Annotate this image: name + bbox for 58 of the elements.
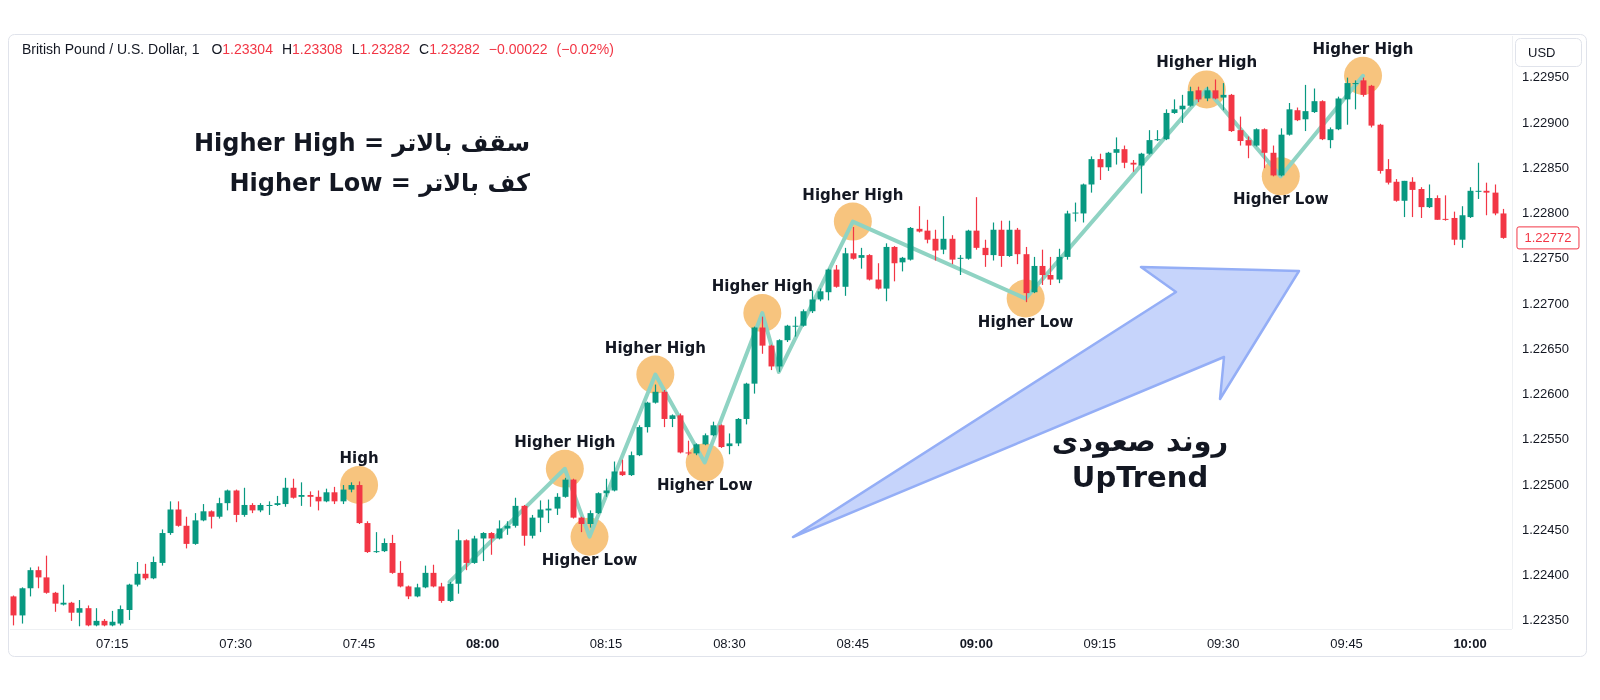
y-tick-label: 1.22450	[1522, 521, 1569, 537]
candlestick	[537, 499, 544, 533]
annotation: Higher Low	[541, 550, 638, 569]
annotation: سقف بالاتر = Higher High	[193, 129, 530, 157]
candlestick	[1220, 82, 1227, 111]
y-tick-label: 1.22900	[1522, 114, 1569, 130]
candlestick	[726, 432, 733, 455]
x-tick-label: 08:00	[465, 635, 500, 651]
candlestick	[858, 247, 865, 270]
x-tick-label: 08:45	[836, 635, 870, 651]
annotation: Higher Low	[656, 476, 753, 495]
y-axis-title: USD	[1528, 45, 1556, 60]
y-tick-label: 1.22700	[1522, 295, 1569, 311]
annotation: Higher High	[514, 432, 616, 451]
y-tick-label: 1.22950	[1522, 69, 1569, 85]
annotation: Higher High	[711, 277, 813, 296]
y-tick-label: 1.22550	[1522, 431, 1569, 447]
candlestick	[1113, 136, 1120, 166]
annotation: High	[339, 449, 379, 468]
y-tick-label: 1.22600	[1522, 386, 1569, 402]
y-tick-label: 1.22750	[1522, 250, 1569, 266]
x-tick-label: 07:45	[342, 635, 376, 651]
annotation: Higher High	[1156, 53, 1258, 72]
x-tick-label: 08:30	[713, 635, 746, 651]
annotation: Higher Low	[977, 312, 1074, 331]
candlestick	[298, 481, 305, 507]
candlestick	[76, 599, 83, 627]
candlestick	[916, 205, 923, 234]
annotation: 1.22772	[1524, 230, 1572, 246]
annotation: Higher Low	[1232, 190, 1329, 209]
candlestick	[1047, 256, 1054, 286]
candlestick	[1483, 182, 1490, 216]
chart-title: British Pound / U.S. Dollar, 1	[22, 41, 200, 57]
x-tick-label: 09:45	[1330, 635, 1363, 651]
y-tick-label: 1.22850	[1522, 159, 1569, 175]
y-tick-label: 1.22650	[1522, 340, 1569, 356]
y-tick-label: 1.22400	[1522, 567, 1569, 583]
text: O1.23304 H1.23308 L1.23282 C1.23282 −0.00022 (−0.02%)	[211, 41, 614, 57]
x-tick-label: 09:15	[1083, 635, 1116, 651]
candlestick	[1245, 135, 1252, 159]
candlestick	[850, 226, 857, 261]
annotation: UpTrend	[1071, 460, 1209, 494]
y-tick-label: 1.22500	[1522, 476, 1569, 492]
x-tick-label: 09:30	[1206, 635, 1240, 651]
candlestick	[208, 509, 215, 530]
annotation: روند صعودی	[1051, 424, 1229, 458]
x-tick-label: 09:00	[959, 635, 993, 651]
candlestick	[603, 478, 610, 498]
annotation: Higher High	[604, 338, 706, 357]
y-tick-label: 1.22800	[1522, 205, 1569, 221]
y-tick-label: 1.22350	[1522, 612, 1569, 628]
x-tick-label: 10:00	[1453, 635, 1487, 651]
x-tick-label: 08:15	[589, 635, 623, 651]
x-tick-label: 07:30	[219, 635, 252, 651]
annotation: Higher High	[802, 185, 904, 204]
x-tick-label: 07:15	[95, 635, 129, 651]
annotation: Higher High	[1312, 39, 1414, 58]
annotation: کف بالاتر = Higher Low	[229, 169, 531, 197]
